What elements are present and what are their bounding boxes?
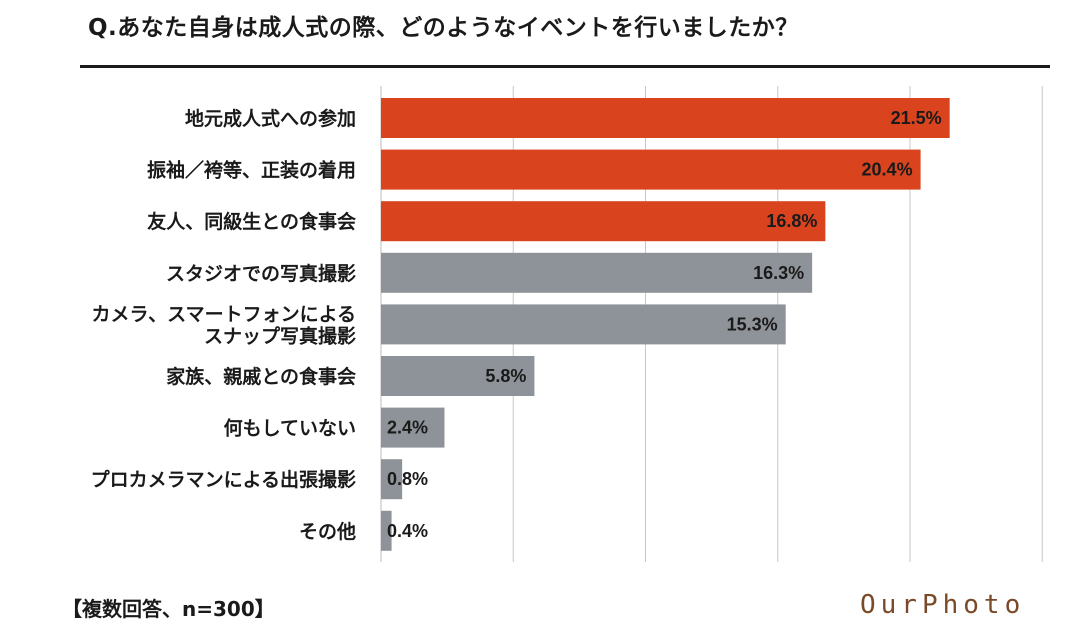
bar (381, 252, 813, 293)
value-label: 20.4% (862, 160, 913, 180)
chart-title: Q.あなた自身は成人式の際、どのようなイベントを行いましたか？ (88, 15, 799, 41)
bar (381, 459, 403, 500)
sample-note: 【複数回答、n=300】 (62, 597, 275, 621)
value-label: 15.3% (727, 314, 778, 334)
value-label: 2.4% (387, 418, 428, 438)
category-label: プロカメラマンによる出張撮影 (91, 468, 356, 491)
category-label: 家族、親戚との食事会 (166, 365, 356, 388)
value-label: 0.8% (387, 469, 428, 489)
value-label: 16.8% (766, 211, 817, 231)
category-label: 友人、同級生との食事会 (147, 210, 356, 233)
category-label: スタジオでの写真撮影 (166, 262, 356, 285)
ourphoto-logo: OurPhoto (860, 590, 1026, 620)
category-label: 何もしていない (224, 417, 356, 440)
value-label: 16.3% (753, 263, 804, 283)
bar (381, 356, 535, 396)
bar (381, 149, 921, 190)
value-label: 5.8% (485, 366, 526, 386)
category-label: カメラ、スマートフォンによるスナップ写真撮影 (92, 303, 356, 347)
value-label: 21.5% (891, 108, 942, 128)
bar (381, 304, 786, 345)
bar (381, 510, 392, 551)
value-label: 0.4% (387, 521, 428, 541)
category-label: 地元成人式への参加 (185, 107, 356, 130)
title-underline (80, 65, 1050, 68)
bar (381, 407, 445, 448)
category-label: 振袖／袴等、正装の着用 (147, 159, 356, 182)
bar (381, 98, 950, 138)
bar (381, 201, 826, 242)
category-label: その他 (299, 520, 356, 543)
